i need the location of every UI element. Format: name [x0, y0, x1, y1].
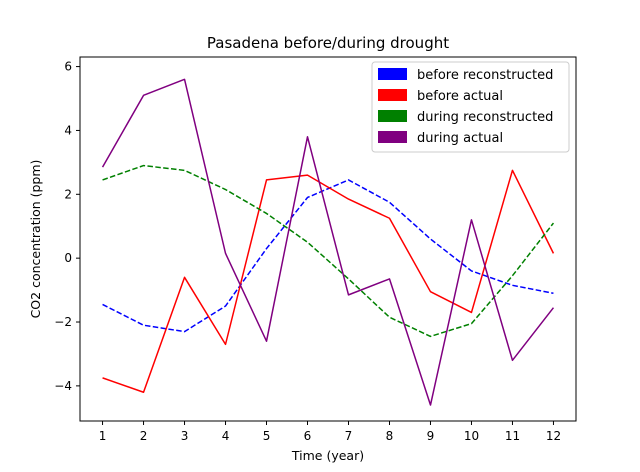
legend-swatch-1	[378, 68, 407, 80]
series-line-2	[102, 169, 555, 394]
legend-label-2: before actual	[417, 89, 503, 104]
x-tick-label: 3	[181, 429, 189, 443]
legend-label-3: during reconstructed	[417, 110, 553, 125]
series-line-4	[101, 78, 555, 406]
y-tick-label: 0	[64, 251, 72, 265]
legend-swatch-4	[378, 131, 407, 143]
x-tick-label: 11	[505, 429, 520, 443]
series-line-1	[102, 179, 554, 333]
legend-label-1: before reconstructed	[417, 68, 553, 83]
x-tick-label: 2	[140, 429, 148, 443]
chart-title: Pasadena before/during drought	[207, 34, 449, 52]
legend-swatch-2	[378, 89, 407, 101]
y-tick-label: 6	[64, 60, 72, 74]
y-tick-label: −4	[54, 379, 72, 393]
x-tick-label: 1	[99, 429, 107, 443]
series-layer	[101, 78, 555, 406]
series-line-3	[102, 164, 555, 338]
x-tick-label: 5	[263, 429, 271, 443]
y-tick-label: 2	[64, 187, 72, 201]
x-tick-label: 9	[427, 429, 435, 443]
x-tick-label: 12	[546, 429, 561, 443]
legend-label-4: during actual	[417, 131, 503, 146]
legend-swatch-3	[378, 110, 407, 122]
x-tick-label: 10	[464, 429, 479, 443]
x-axis: 1 2 3 4 5 6 7 8 9 10 11 12	[99, 421, 561, 443]
x-tick-label: 4	[222, 429, 230, 443]
x-tick-label: 6	[304, 429, 312, 443]
y-tick-label: −2	[54, 315, 72, 329]
x-axis-label: Time (year)	[291, 448, 364, 463]
plot-area	[79, 56, 577, 422]
y-axis-label: CO2 concentration (ppm)	[28, 160, 43, 319]
legend-box	[371, 61, 570, 153]
y-axis: −4 −2 0 2 4 6	[54, 60, 80, 393]
x-tick-label: 8	[386, 429, 394, 443]
x-tick-label: 7	[345, 429, 353, 443]
legend: before reconstructed before actual during …	[371, 61, 570, 153]
y-tick-label: 4	[64, 123, 72, 137]
